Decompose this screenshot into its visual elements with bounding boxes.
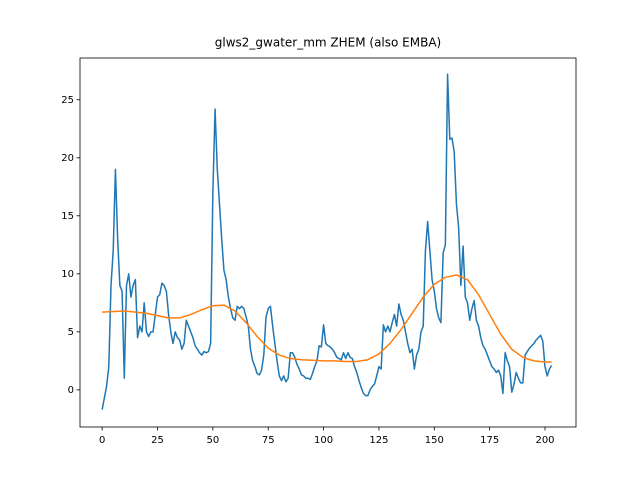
x-tick-label: 75 [262,435,275,446]
x-tick-label: 175 [480,435,499,446]
plot-frame [79,57,577,428]
y-tick-label: 15 [61,211,74,222]
x-tick-label: 200 [535,435,554,446]
x-tick-label: 150 [425,435,444,446]
x-tick-label: 0 [99,435,105,446]
y-tick-label: 20 [61,153,74,164]
chart-title: glws2_gwater_mm ZHEM (also EMBA) [215,36,441,50]
y-tick-label: 0 [68,385,74,396]
x-tick-label: 100 [314,435,333,446]
x-tick-label: 50 [206,435,219,446]
data-line [101,73,553,410]
y-tick-label: 25 [61,95,74,106]
data-line [102,274,552,363]
x-tick-label: 25 [151,435,164,446]
y-tick-label: 5 [68,327,74,338]
x-tick-label: 125 [369,435,388,446]
y-tick-label: 10 [61,269,74,280]
